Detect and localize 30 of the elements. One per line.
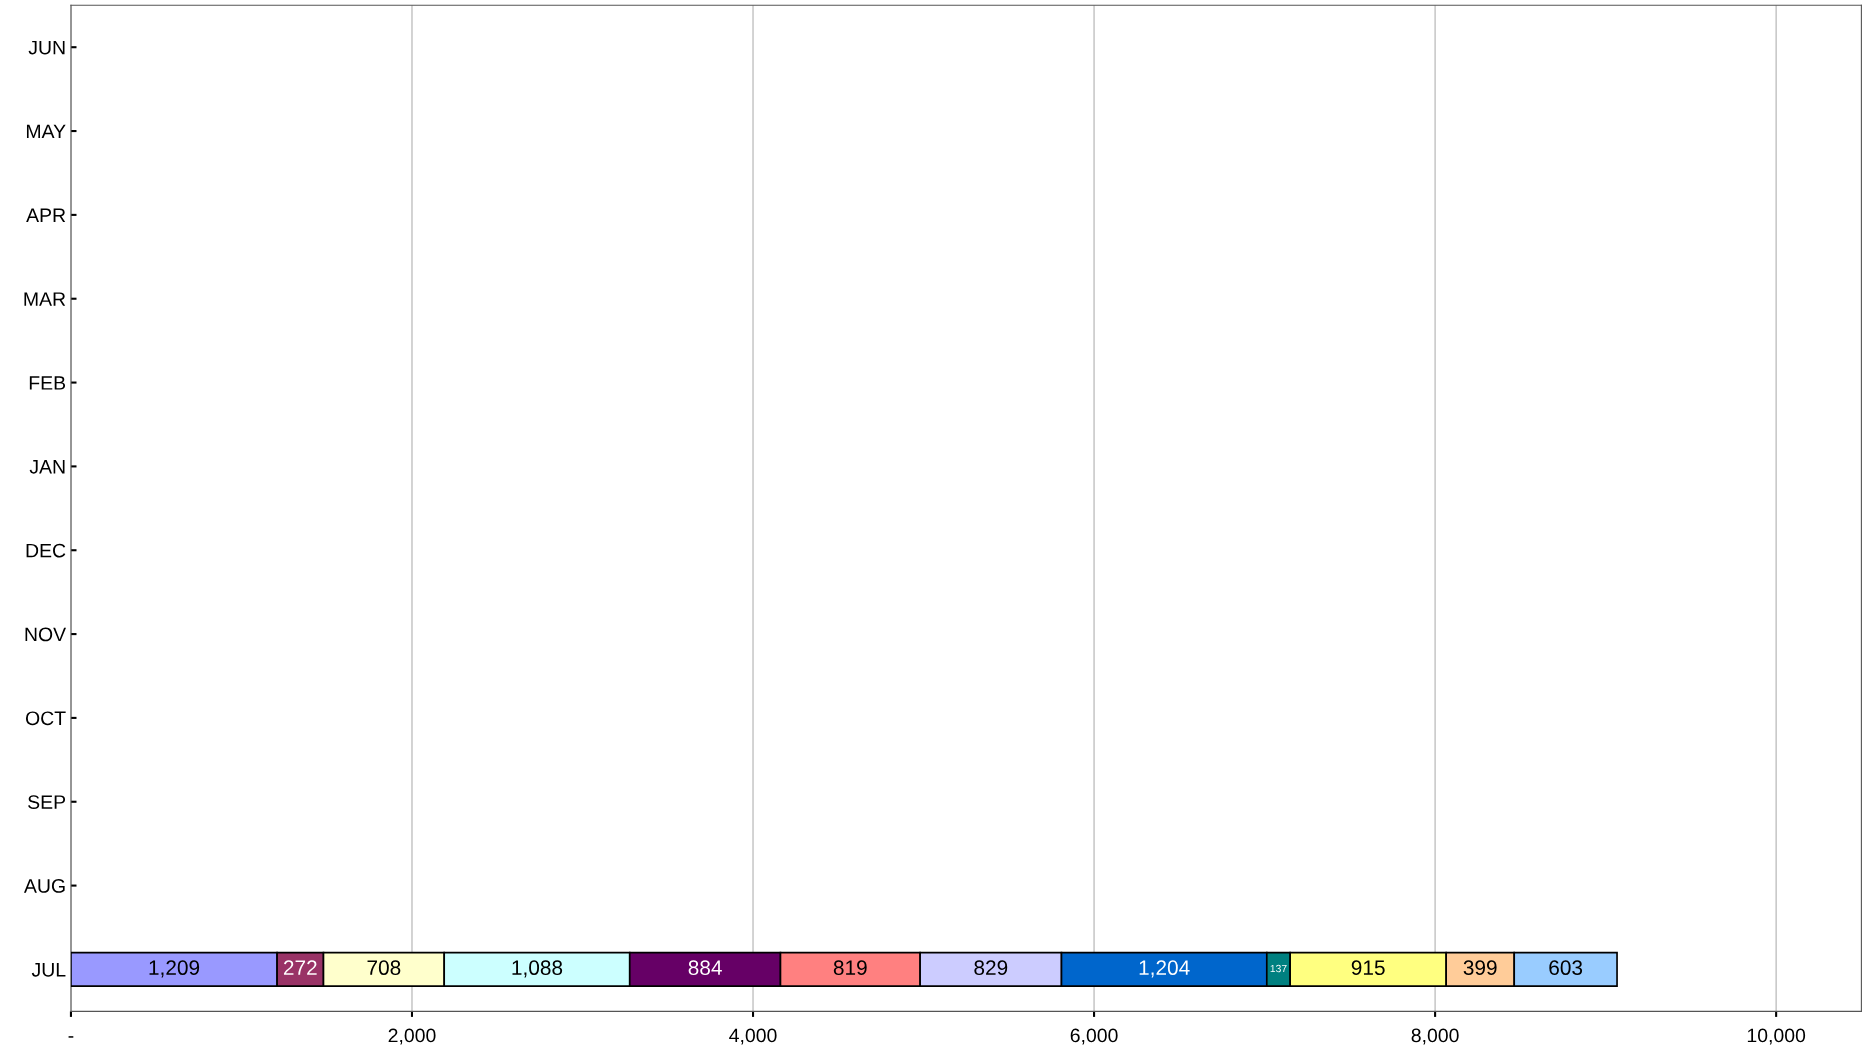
y-tick-label: JAN <box>29 460 65 474</box>
data-label: 829 <box>974 960 1008 976</box>
y-tick-label: MAR <box>24 292 66 306</box>
data-label: 137 <box>1270 964 1287 973</box>
data-label: 603 <box>1549 960 1583 976</box>
data-label: 819 <box>833 960 867 976</box>
data-label: 708 <box>367 960 401 976</box>
x-tick-label: 8,000 <box>1411 1028 1459 1045</box>
y-tick-label: DEC <box>26 543 66 558</box>
data-label: 399 <box>1463 960 1497 976</box>
y-tick-label: SEP <box>28 795 66 809</box>
y-tick-label: AUG <box>23 879 65 893</box>
x-tick-label: 2,000 <box>388 1028 436 1045</box>
x-tick-label: 10,000 <box>1747 1028 1806 1045</box>
x-tick-label: 4,000 <box>729 1028 777 1045</box>
y-tick-label: NOV <box>25 627 66 642</box>
data-label: 1,209 <box>149 960 200 978</box>
y-tick-label: JUN <box>28 40 65 55</box>
y-tick-label: APR <box>26 208 66 222</box>
y-tick-label: JUL <box>31 963 66 977</box>
data-label: 272 <box>283 960 317 975</box>
x-tick-label: - <box>68 1036 74 1038</box>
y-tick-label: MAY <box>26 124 66 139</box>
data-label: 915 <box>1351 960 1385 976</box>
y-tick-label: FEB <box>29 376 66 390</box>
data-label: 884 <box>688 960 722 976</box>
x-tick-label: 6,000 <box>1070 1028 1118 1045</box>
y-tick-label: OCT <box>25 711 66 726</box>
data-label: 1,088 <box>512 960 563 978</box>
data-label: 1,204 <box>1139 960 1190 978</box>
